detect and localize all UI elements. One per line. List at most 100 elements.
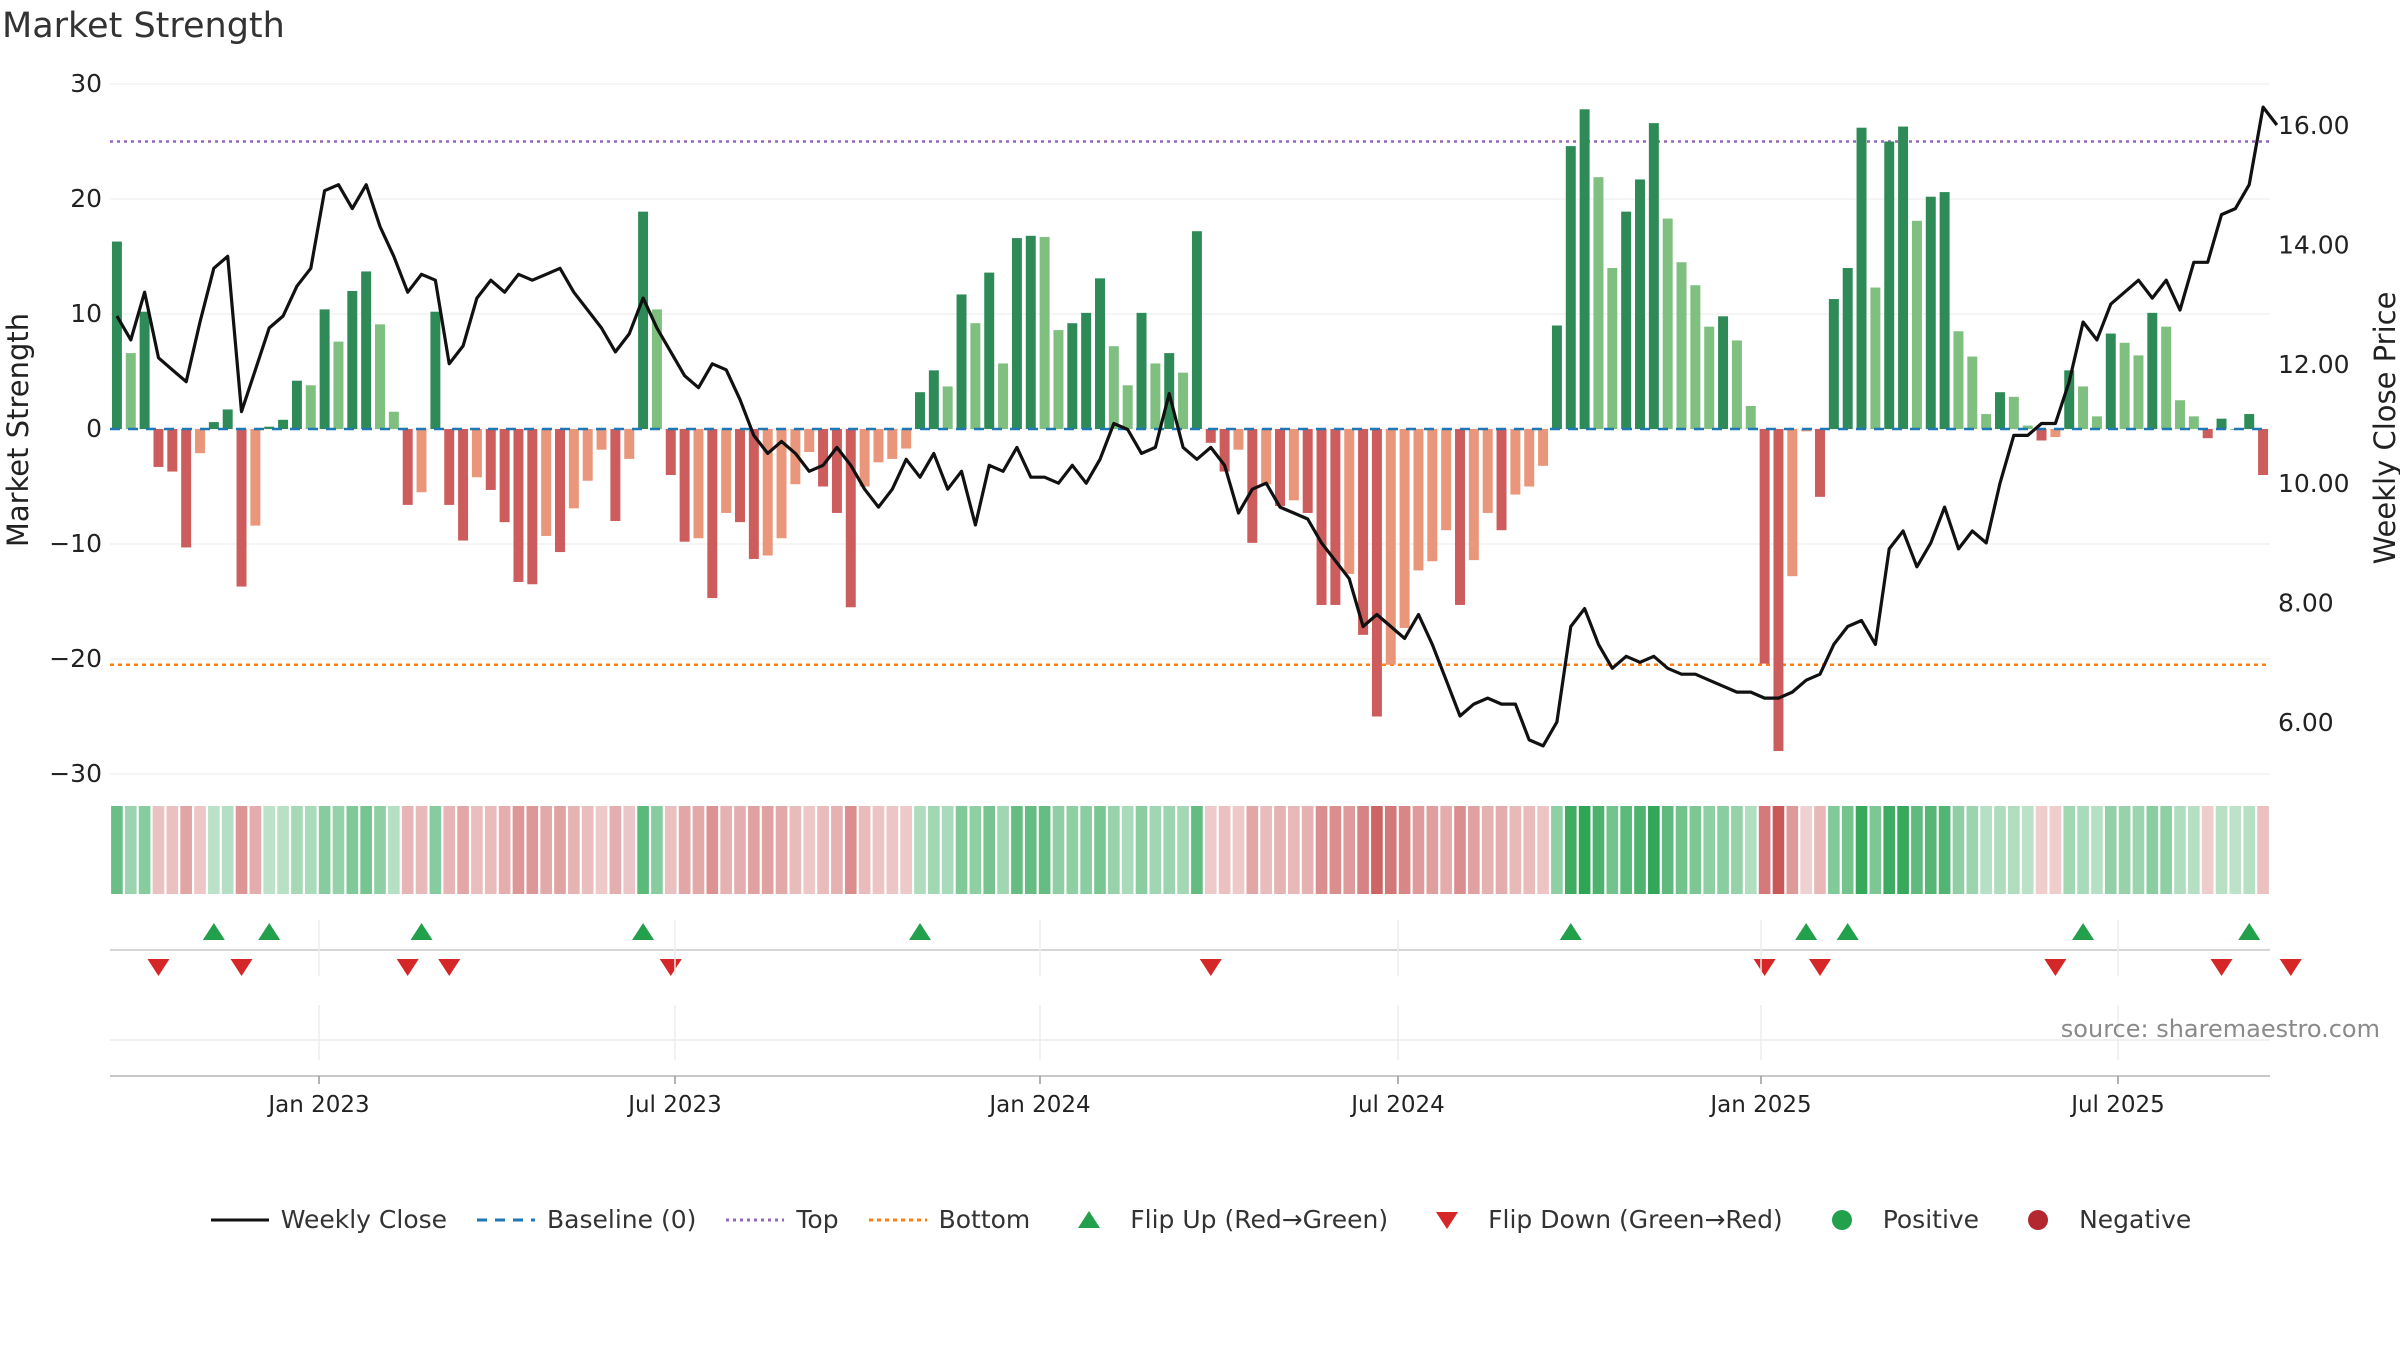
strength-strip-cell (540, 806, 552, 894)
strength-bar (153, 429, 164, 467)
strength-bar (347, 291, 358, 429)
strength-bar (998, 363, 1009, 429)
strength-bar (458, 429, 469, 541)
strength-bar (1039, 236, 1050, 429)
strength-strip-cell (1177, 806, 1189, 894)
strength-strip-cell (775, 806, 788, 894)
strength-bar (236, 429, 247, 587)
flip-down-marker (659, 959, 682, 976)
strength-bar (1081, 312, 1092, 429)
y-tick-label: −30 (49, 759, 102, 788)
strength-strip-cell (1717, 806, 1729, 894)
strength-bar (1815, 429, 1825, 497)
flip-up-marker (410, 923, 433, 940)
flip-down-marker (2210, 959, 2233, 976)
strength-bar (610, 429, 621, 521)
strength-strip-cell (512, 806, 525, 894)
flip-down-marker (2044, 959, 2067, 976)
chart-title: Market Strength (2, 6, 285, 46)
legend-item: Top (724, 1205, 839, 1234)
strength-bar (942, 386, 953, 429)
strength-bar (1911, 220, 1922, 429)
legend-label: Flip Down (Green→Red) (1488, 1205, 1783, 1234)
strength-strip-cell (914, 806, 926, 894)
strength-bar (2022, 425, 2033, 429)
strength-bar (2147, 312, 2158, 429)
strength-bar (638, 211, 649, 429)
strength-strip-cell (1924, 806, 1937, 894)
strength-bar (1565, 146, 1576, 429)
strength-bar (1731, 340, 1742, 429)
strength-bar (250, 429, 261, 526)
strength-bar (915, 392, 925, 429)
strength-strip-cell (1869, 806, 1882, 894)
strength-bar (1773, 429, 1784, 751)
y-tick-label: 10 (70, 299, 102, 328)
strength-strip-cell (969, 806, 982, 894)
strength-bar (1247, 429, 1258, 543)
strength-bar (1759, 429, 1770, 664)
strength-bar (1828, 299, 1839, 429)
y2-tick-label: 12.00 (2278, 350, 2350, 379)
legend-item: Flip Up (Red→Green) (1058, 1205, 1388, 1234)
strength-bar (1233, 429, 1244, 450)
strength-strip-cell (1440, 806, 1452, 894)
strength-bar (195, 429, 205, 454)
strength-bar (2008, 396, 2019, 429)
y2-axis-label: Weekly Close Price (2368, 292, 2400, 565)
strength-bar (291, 380, 302, 429)
strength-bar (1302, 429, 1313, 513)
flip-up-marker (1795, 923, 1818, 940)
strength-bar (181, 429, 192, 548)
strength-bar (651, 309, 662, 429)
strength-bar (790, 429, 801, 485)
strength-bar (1413, 429, 1424, 571)
strength-bar (1427, 429, 1438, 562)
strength-strip-cell (637, 806, 649, 894)
strength-bar (831, 429, 842, 513)
strength-bar (1482, 429, 1493, 513)
legend-label: Negative (2079, 1205, 2192, 1234)
legend-swatch-dot (1811, 1209, 1873, 1230)
strength-strip-cell (346, 806, 359, 894)
flip-down-marker (1753, 959, 1776, 976)
strength-strip-cell (1121, 806, 1134, 894)
strength-bar (1538, 429, 1549, 466)
strength-bar (333, 341, 344, 429)
strength-bar (859, 429, 870, 487)
strength-strip-cell (734, 806, 746, 894)
strength-strip-cell (1855, 806, 1868, 894)
strength-strip-cell (152, 806, 165, 894)
strength-strip-cell (1329, 806, 1342, 894)
strength-strip-cell (2257, 806, 2269, 894)
strength-bar (513, 429, 524, 582)
strength-bar (2161, 326, 2172, 429)
flip-down-marker (2279, 959, 2302, 976)
legend-swatch-line (475, 1210, 537, 1230)
strength-strip-cell (1468, 806, 1480, 894)
legend-swatch-tri-up (1058, 1210, 1120, 1230)
strength-bar (1095, 278, 1105, 429)
strength-strip-cell (277, 806, 289, 894)
strength-strip-cell (983, 806, 996, 894)
strength-strip-cell (1634, 806, 1646, 894)
legend-label: Top (796, 1205, 839, 1234)
flip-down-marker (396, 959, 419, 976)
strength-strip-cell (1689, 806, 1702, 894)
strength-strip-cell (208, 806, 220, 894)
strength-strip-cell (803, 806, 816, 894)
strength-bar (984, 272, 995, 429)
strength-bar (1288, 429, 1299, 501)
strength-strip-cell (1066, 806, 1079, 894)
strength-strip-cell (844, 806, 857, 894)
strength-strip-cell (1648, 806, 1660, 894)
strength-strip-cell (249, 806, 262, 894)
strength-strip-cell (1731, 806, 1743, 894)
strength-strip-cell (2243, 806, 2256, 894)
strength-strip-cell (941, 806, 954, 894)
strength-bar (555, 429, 565, 553)
strength-strip-cell (595, 806, 608, 894)
strength-strip-cell (1523, 806, 1536, 894)
strength-strip-cell (831, 806, 843, 894)
